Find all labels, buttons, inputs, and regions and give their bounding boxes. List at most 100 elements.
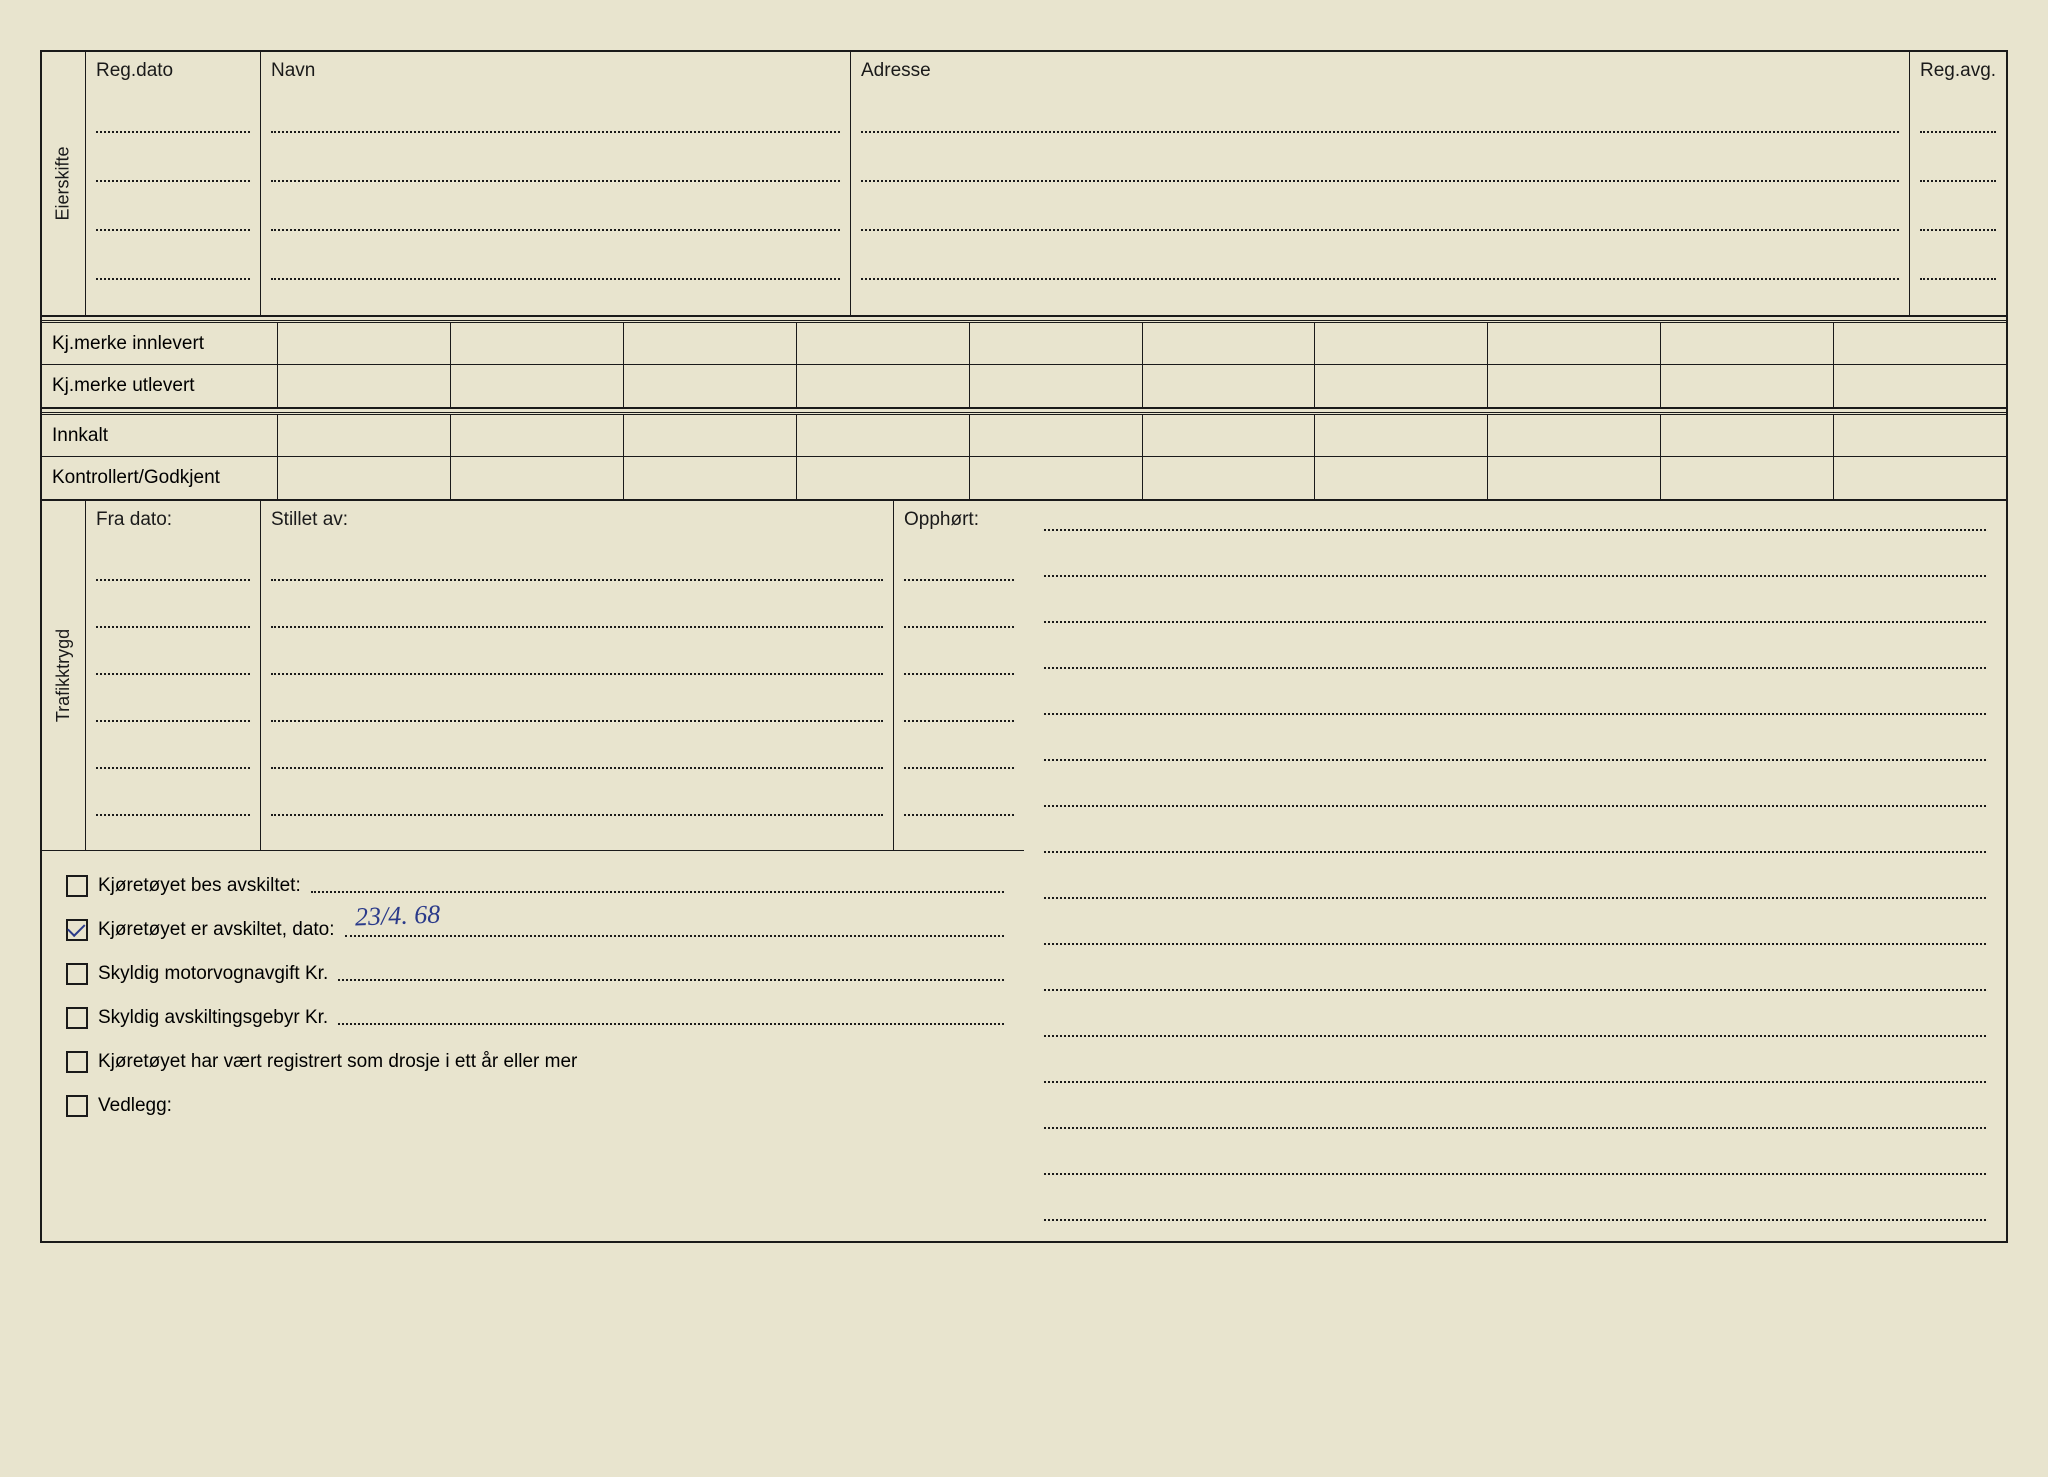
checkbox[interactable]: [66, 875, 88, 897]
cell: [624, 365, 797, 407]
label-kjmerke-utlevert: Kj.merke utlevert: [42, 365, 278, 407]
dotted-line: [96, 626, 250, 628]
cell: [1834, 415, 2006, 456]
cell: [1143, 323, 1316, 364]
fill-line: [338, 967, 1004, 981]
dotted-line: [271, 278, 840, 280]
cells: [278, 415, 2006, 456]
dotted-line: [861, 131, 1899, 133]
dotted-line: [96, 720, 250, 722]
dotted-line: [1044, 575, 1986, 577]
dotted-rows: [1920, 108, 1996, 311]
cell: [1834, 365, 2006, 407]
dotted-line: [271, 767, 883, 769]
checkbox[interactable]: [66, 919, 88, 941]
header-adresse: Adresse: [861, 60, 1899, 82]
dotted-line: [96, 579, 250, 581]
checkbox[interactable]: [66, 1051, 88, 1073]
handwritten-date: 23/4. 68: [354, 900, 440, 933]
cell: [970, 323, 1143, 364]
dotted-line: [904, 673, 1014, 675]
dotted-rows: [271, 108, 840, 311]
cell: [1143, 457, 1316, 499]
header-regdato: Reg.dato: [96, 60, 250, 82]
cell: [970, 457, 1143, 499]
cb-row-vedlegg: Vedlegg:: [66, 1095, 1004, 1117]
cell: [797, 323, 970, 364]
cell: [797, 415, 970, 456]
dotted-line: [1044, 1219, 1986, 1221]
cb-label: Kjøretøyet er avskiltet, dato:: [98, 919, 335, 941]
cell: [1315, 323, 1488, 364]
checkbox-section: Kjøretøyet bes avskiltet: Kjøretøyet er …: [42, 851, 1024, 1137]
checkbox[interactable]: [66, 1095, 88, 1117]
cell: [1143, 415, 1316, 456]
row-kjmerke-innlevert: Kj.merke innlevert: [42, 323, 2006, 365]
cells: [278, 365, 2006, 407]
col-navn: Navn: [261, 52, 851, 315]
checkbox[interactable]: [66, 963, 88, 985]
col-adresse: Adresse: [851, 52, 1910, 315]
cell: [1488, 457, 1661, 499]
cell: [1661, 323, 1834, 364]
label-kontrollert: Kontrollert/Godkjent: [42, 457, 278, 499]
dotted-rows: [271, 557, 883, 846]
cell: [1661, 365, 1834, 407]
cells: [278, 457, 2006, 499]
eierskifte-columns: Reg.dato Navn: [86, 52, 2006, 315]
section-eierskifte: Eierskifte Reg.dato Navn: [42, 52, 2006, 317]
cb-row-drosje: Kjøretøyet har vært registrert som drosj…: [66, 1051, 1004, 1073]
dotted-line: [96, 180, 250, 182]
cell: [278, 365, 451, 407]
dotted-line: [96, 229, 250, 231]
cell: [278, 457, 451, 499]
dotted-line: [1044, 943, 1986, 945]
cell: [1488, 323, 1661, 364]
dotted-rows: [96, 108, 250, 311]
lower-left: Trafikktrygd Fra dato: Stillet av:: [42, 501, 1024, 1241]
cell: [1834, 457, 2006, 499]
dotted-line: [1044, 713, 1986, 715]
cell: [1661, 415, 1834, 456]
cell: [797, 365, 970, 407]
col-regdato: Reg.dato: [86, 52, 261, 315]
fill-line: 23/4. 68: [345, 923, 1004, 937]
cell: [451, 323, 624, 364]
dotted-line: [271, 720, 883, 722]
lower-right-lines: [1024, 501, 2006, 1241]
fill-line: [311, 879, 1004, 893]
label-kjmerke-innlevert: Kj.merke innlevert: [42, 323, 278, 364]
dotted-line: [1044, 805, 1986, 807]
header-opphort: Opphørt:: [904, 509, 1014, 531]
fill-line: [338, 1011, 1004, 1025]
header-stillet: Stillet av:: [271, 509, 883, 531]
dotted-line: [271, 180, 840, 182]
cell: [1315, 457, 1488, 499]
dotted-line: [1044, 1173, 1986, 1175]
dotted-line: [904, 579, 1014, 581]
vertical-label-trafikk: Trafikktrygd: [42, 501, 86, 850]
cb-row-avskiltet-bes: Kjøretøyet bes avskiltet:: [66, 875, 1004, 897]
dotted-line: [1044, 897, 1986, 899]
label-innkalt: Innkalt: [42, 415, 278, 456]
header-regavg: Reg.avg.: [1920, 60, 1996, 82]
cell: [970, 365, 1143, 407]
vertical-label-eierskifte: Eierskifte: [42, 52, 86, 315]
cell: [451, 415, 624, 456]
col-stillet: Stillet av:: [261, 501, 894, 850]
checkbox[interactable]: [66, 1007, 88, 1029]
cell: [624, 415, 797, 456]
trafikk-columns: Fra dato: Stillet av: Opph: [86, 501, 1024, 850]
dotted-line: [1044, 1081, 1986, 1083]
dotted-rows: [861, 108, 1899, 311]
dotted-line: [96, 131, 250, 133]
dotted-line: [1920, 278, 1996, 280]
dotted-line: [271, 673, 883, 675]
dotted-line: [96, 673, 250, 675]
header-fradato: Fra dato:: [96, 509, 250, 531]
cb-label: Kjøretøyet har vært registrert som drosj…: [98, 1051, 577, 1073]
dotted-line: [861, 278, 1899, 280]
cell: [1488, 415, 1661, 456]
col-regavg: Reg.avg.: [1910, 52, 2006, 315]
col-fradato: Fra dato:: [86, 501, 261, 850]
